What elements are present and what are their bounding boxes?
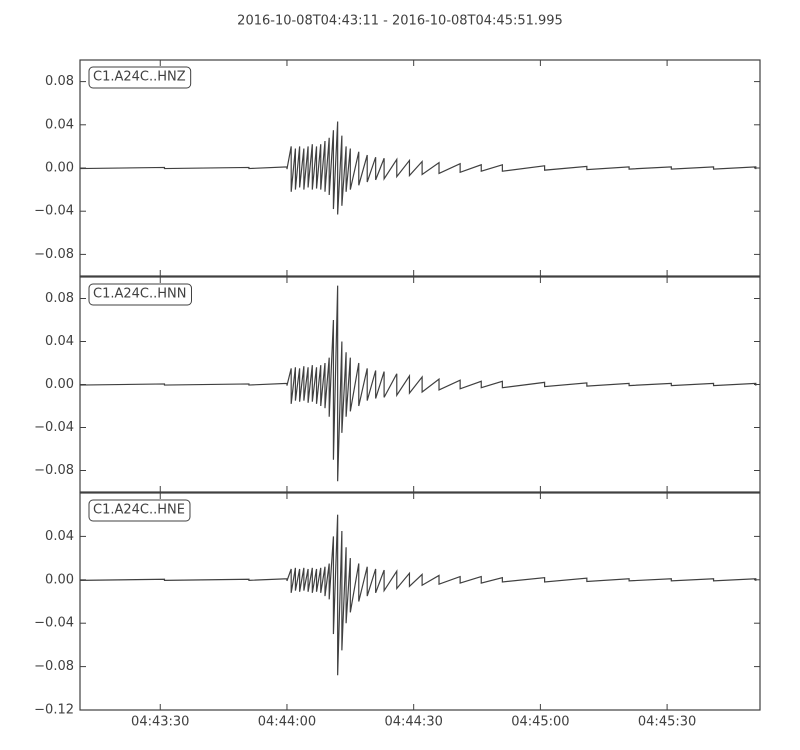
y-tick-label: −0.12 (34, 703, 74, 718)
y-tick-label: 0.04 (45, 529, 74, 544)
panel-frame (79, 59, 761, 277)
panel-frame (79, 276, 761, 493)
y-tick-label: −0.08 (34, 247, 74, 262)
y-tick-label: −0.08 (34, 463, 74, 478)
panel-frame (79, 492, 761, 711)
waveform (80, 121, 757, 215)
y-tick-label: −0.04 (34, 616, 74, 631)
x-tick-label: 04:45:00 (511, 715, 569, 730)
y-tick-label: 0.08 (45, 291, 74, 306)
legend-box (88, 66, 192, 89)
y-tick-label: 0.00 (45, 161, 74, 176)
waveform (80, 514, 757, 676)
legend-label: C1.A24C..HNZ (93, 70, 186, 85)
waveform (80, 285, 757, 482)
legend-box (88, 283, 192, 306)
x-tick-label: 04:44:00 (258, 715, 316, 730)
y-tick-label: 0.04 (45, 117, 74, 132)
chart-title: 2016-10-08T04:43:11 - 2016-10-08T04:45:5… (237, 14, 563, 29)
y-tick-label: −0.04 (34, 420, 74, 435)
y-tick-label: 0.04 (45, 334, 74, 349)
y-tick-label: 0.00 (45, 377, 74, 392)
x-tick-label: 04:44:30 (384, 715, 442, 730)
x-tick-label: 04:43:30 (131, 715, 189, 730)
y-tick-label: 0.08 (45, 74, 74, 89)
legend-label: C1.A24C..HNE (93, 503, 185, 518)
y-tick-label: −0.08 (34, 659, 74, 674)
y-tick-label: 0.00 (45, 572, 74, 587)
legend-label: C1.A24C..HNN (93, 287, 186, 302)
legend-box (88, 499, 191, 522)
x-tick-label: 04:45:30 (638, 715, 696, 730)
y-tick-label: −0.04 (34, 204, 74, 219)
